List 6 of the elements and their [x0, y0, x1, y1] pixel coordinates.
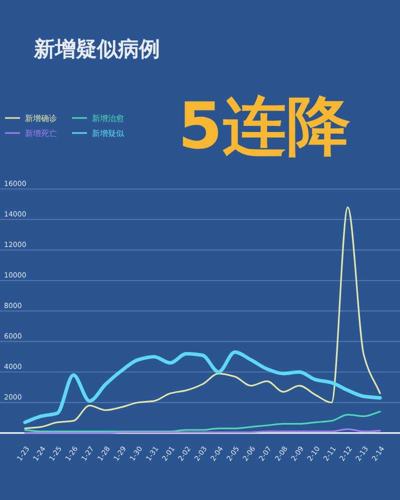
legend-label: 新增死亡	[25, 129, 57, 138]
subtitle: 5连降	[178, 90, 351, 164]
legend-label: 新增疑似	[92, 129, 125, 138]
legend-label: 新增确诊	[25, 114, 57, 123]
legend-label: 新增治愈	[92, 114, 124, 123]
title: 新增疑似病例	[34, 37, 160, 61]
